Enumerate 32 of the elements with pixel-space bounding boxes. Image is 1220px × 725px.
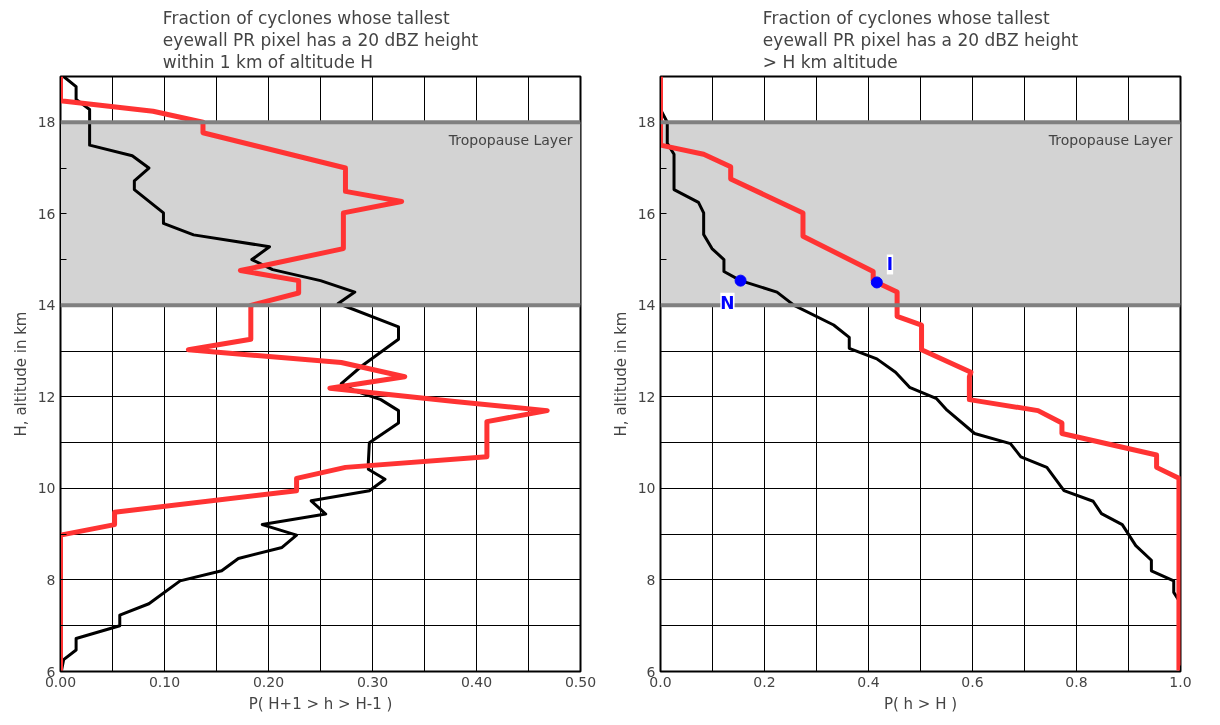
x-tick-label: 0.6 <box>961 673 984 690</box>
x-axis-title: P( h > H ) <box>883 694 958 713</box>
x-tick-label: 0.4 <box>857 673 880 690</box>
y-tick-label: 12 <box>637 388 656 405</box>
chart-title: Fraction of cyclones whose tallest eyewall PR pixel has a 20 dBZ height > H km altitude <box>762 7 1079 72</box>
annotation: N <box>720 292 735 313</box>
y-axis-title: H, altitude in km <box>11 311 30 437</box>
y-tick-label: 10 <box>637 480 656 497</box>
x-tick-label: 1.0 <box>1169 673 1192 690</box>
x-tick-label: 0.8 <box>1065 673 1088 690</box>
x-tick-label: 0.40 <box>460 673 493 690</box>
y-tick-label: 14 <box>637 297 656 314</box>
y-tick-label: 18 <box>637 114 656 131</box>
x-tick-label: 0.2 <box>753 673 776 690</box>
x-tick-label: 0.10 <box>148 673 181 690</box>
y-tick-label: 16 <box>37 205 56 222</box>
band-label: Tropopause Layer <box>1047 132 1173 149</box>
y-tick-label: 8 <box>46 571 56 588</box>
y-tick-label: 18 <box>37 114 56 131</box>
y-tick-label: 10 <box>37 480 56 497</box>
y-tick-label: 12 <box>37 388 56 405</box>
x-tick-label: 0.30 <box>356 673 389 690</box>
y-axis-title: H, altitude in km <box>611 311 630 437</box>
band-label: Tropopause Layer <box>447 132 573 149</box>
x-axis-title: P( H+1 > h > H-1 ) <box>248 694 393 713</box>
annotation: I <box>886 254 894 275</box>
x-tick-label: 0.20 <box>252 673 285 690</box>
y-tick-label: 8 <box>646 571 656 588</box>
y-tick-label: 16 <box>637 205 656 222</box>
chart-title: Fraction of cyclones whose tallest eyewall PR pixel has a 20 dBZ height within 1 km of altitude H <box>162 7 479 72</box>
y-tick-label: 14 <box>37 297 56 314</box>
x-tick-label: 0.50 <box>564 673 597 690</box>
